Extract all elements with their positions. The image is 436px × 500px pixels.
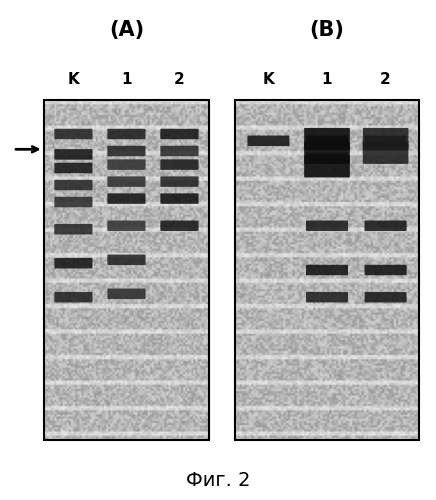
FancyBboxPatch shape [54, 258, 92, 268]
FancyBboxPatch shape [304, 142, 350, 164]
Text: K: K [68, 72, 79, 88]
FancyBboxPatch shape [160, 160, 198, 170]
FancyBboxPatch shape [107, 288, 146, 299]
FancyBboxPatch shape [306, 220, 348, 231]
FancyBboxPatch shape [306, 292, 348, 302]
FancyBboxPatch shape [107, 176, 146, 187]
Text: 2: 2 [174, 72, 185, 88]
Text: (A): (A) [109, 20, 144, 40]
FancyBboxPatch shape [54, 128, 92, 139]
FancyBboxPatch shape [247, 136, 290, 146]
FancyBboxPatch shape [160, 220, 198, 231]
FancyBboxPatch shape [160, 128, 198, 139]
FancyBboxPatch shape [54, 196, 92, 207]
FancyBboxPatch shape [363, 142, 409, 164]
Text: K: K [262, 72, 274, 88]
Text: 1: 1 [121, 72, 132, 88]
FancyBboxPatch shape [306, 264, 348, 275]
FancyBboxPatch shape [304, 155, 350, 178]
FancyBboxPatch shape [160, 194, 198, 204]
Text: (B): (B) [310, 20, 344, 40]
Text: Фиг. 2: Фиг. 2 [186, 470, 250, 490]
FancyBboxPatch shape [364, 220, 407, 231]
FancyBboxPatch shape [107, 128, 146, 139]
FancyBboxPatch shape [304, 128, 350, 150]
FancyBboxPatch shape [107, 146, 146, 156]
FancyBboxPatch shape [363, 128, 409, 150]
Bar [235, 100, 419, 440]
FancyBboxPatch shape [54, 180, 92, 190]
FancyBboxPatch shape [54, 292, 92, 302]
FancyBboxPatch shape [306, 136, 348, 146]
FancyBboxPatch shape [107, 160, 146, 170]
FancyBboxPatch shape [54, 224, 92, 234]
FancyBboxPatch shape [364, 136, 407, 146]
FancyBboxPatch shape [107, 220, 146, 231]
FancyBboxPatch shape [54, 162, 92, 173]
FancyBboxPatch shape [54, 149, 92, 160]
FancyBboxPatch shape [160, 146, 198, 156]
Text: 1: 1 [322, 72, 332, 88]
FancyBboxPatch shape [364, 264, 407, 275]
Bar [44, 100, 209, 440]
FancyBboxPatch shape [160, 176, 198, 187]
Text: 2: 2 [380, 72, 391, 88]
FancyBboxPatch shape [364, 292, 407, 302]
FancyBboxPatch shape [306, 152, 348, 163]
FancyBboxPatch shape [107, 194, 146, 204]
FancyBboxPatch shape [107, 254, 146, 265]
